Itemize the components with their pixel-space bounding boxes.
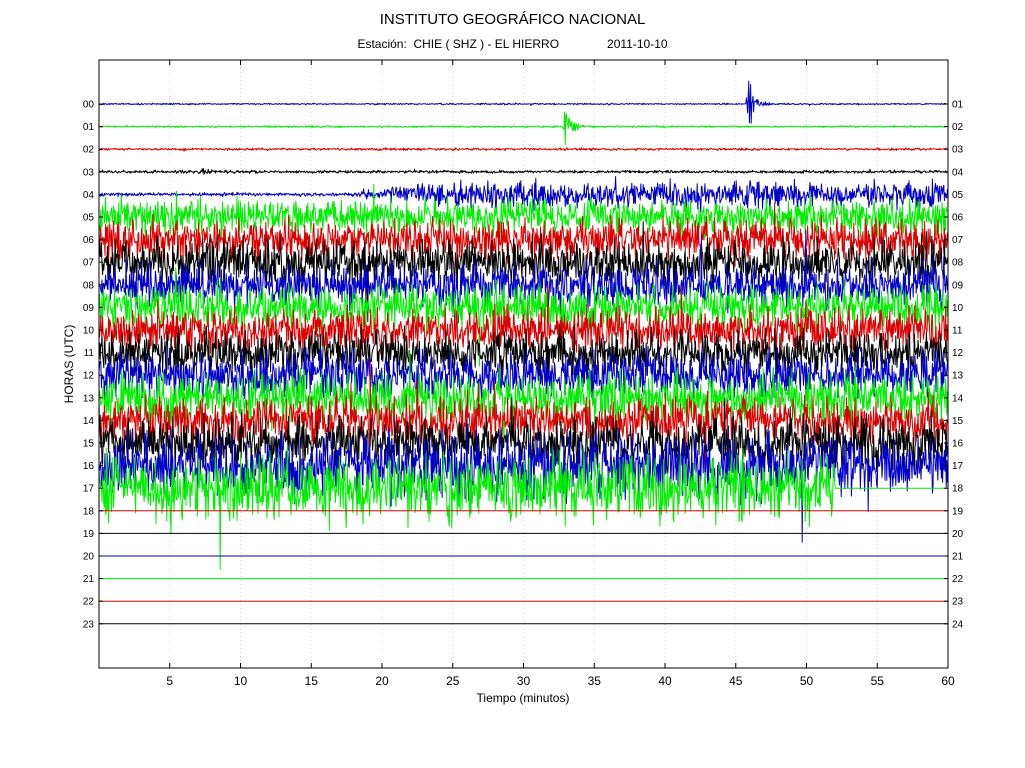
left-hour-label: 20 [83,552,95,563]
left-hour-label: 18 [83,506,95,517]
right-hour-label: 19 [952,506,964,517]
left-hour-label: 13 [83,393,95,404]
right-hour-label: 23 [952,597,964,608]
x-tick-label: 5 [166,674,173,688]
right-hour-label: 04 [952,167,964,178]
left-hour-label: 01 [83,122,95,133]
left-hour-label: 22 [83,597,95,608]
right-hour-label: 01 [952,100,964,111]
right-hour-label: 21 [952,552,964,563]
right-hour-label: 06 [952,213,964,224]
right-hour-label: 03 [952,145,964,156]
station-label: Estación: [357,37,407,51]
seismic-trace [98,350,948,448]
x-axis-ticks: 5 10 15 20 25 30 35 40 45 50 55 60 [166,60,955,688]
record-date: 2011-10-10 [607,37,668,51]
x-tick-label: 55 [871,674,885,688]
seismic-trace [98,147,948,152]
left-hour-label: 02 [83,145,95,156]
right-hour-label: 15 [952,416,964,427]
x-tick-label: 25 [446,674,460,688]
seismic-trace [98,80,948,124]
left-hour-label: 08 [83,280,95,291]
x-tick-label: 35 [588,674,602,688]
right-hour-ticks: 01 02 03 04 05 06 07 08 09 10 11 12 13 14 15 16 17 18 19 20… [944,100,964,630]
left-hour-label: 17 [83,484,95,495]
left-hour-label: 10 [83,326,95,337]
seismic-trace [98,183,948,242]
left-hour-label: 21 [83,574,95,585]
x-tick-label: 10 [234,674,248,688]
right-hour-label: 12 [952,348,964,359]
x-tick-label: 60 [941,674,955,688]
right-hour-label: 20 [952,529,964,540]
left-hour-label: 14 [83,416,95,427]
left-hour-label: 05 [83,213,95,224]
seismic-traces [98,80,948,625]
x-tick-label: 40 [658,674,672,688]
left-hour-label: 09 [83,303,95,314]
left-hour-label: 00 [83,100,95,111]
right-hour-label: 09 [952,280,964,291]
chart-title: INSTITUTO GEOGRÁFICO NACIONAL [379,11,646,28]
right-hour-label: 10 [952,303,964,314]
x-axis-label: Tiempo (minutos) [477,691,570,705]
left-hour-label: 07 [83,258,95,269]
left-hour-label: 19 [83,529,95,540]
right-hour-label: 17 [952,461,964,472]
right-hour-label: 07 [952,235,964,246]
x-tick-label: 15 [305,674,319,688]
left-hour-label: 23 [83,619,95,630]
seismic-trace [98,176,948,214]
right-hour-label: 22 [952,574,964,585]
right-hour-label: 18 [952,484,964,495]
left-hour-label: 16 [83,461,95,472]
seismic-trace [98,168,948,175]
right-hour-label: 11 [952,326,963,337]
seismic-trace [98,446,948,570]
left-hour-label: 06 [83,235,95,246]
y-axis-label: HORAS (UTC) [62,325,76,404]
right-hour-label: 16 [952,439,964,450]
seismic-trace [98,229,948,324]
seismic-trace [98,396,948,496]
left-hour-label: 04 [83,190,95,201]
left-hour-label: 11 [84,348,95,359]
right-hour-label: 13 [952,371,964,382]
x-tick-label: 45 [729,674,743,688]
left-hour-ticks: 00 01 02 03 04 05 06 07 08 09 10 11 12 13 14 15 16 17 18 19… [83,100,103,630]
right-hour-label: 05 [952,190,964,201]
right-hour-label: 14 [952,393,964,404]
left-hour-label: 03 [83,167,95,178]
right-hour-label: 02 [952,122,964,133]
x-tick-label: 30 [517,674,531,688]
left-hour-label: 12 [83,371,95,382]
station-name: CHIE ( SHZ ) - EL HIERRO [413,37,560,51]
seismic-trace [98,323,948,385]
x-tick-label: 50 [800,674,814,688]
chart-subtitle: Estación: CHIE ( SHZ ) - EL HIERRO 2011-1… [0,37,1025,51]
right-hour-label: 24 [952,619,964,630]
right-hour-label: 08 [952,258,964,269]
seismic-trace [98,111,948,146]
left-hour-label: 15 [83,439,95,450]
x-tick-label: 20 [375,674,389,688]
